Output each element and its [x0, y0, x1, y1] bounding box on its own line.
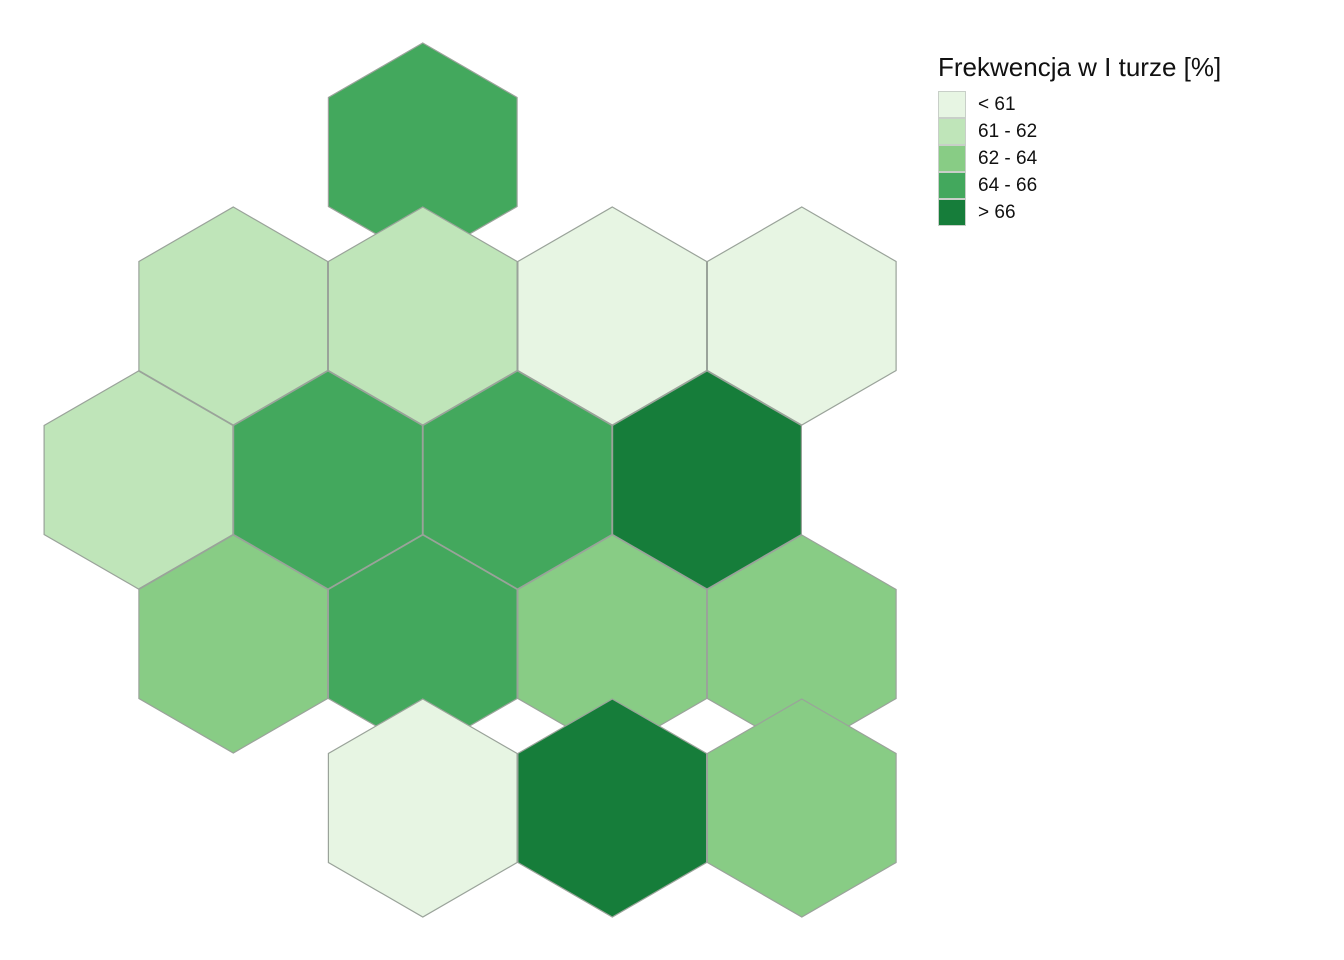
hex-region — [43, 370, 234, 590]
legend-swatch — [938, 91, 966, 118]
hex-tiles — [43, 42, 897, 918]
hex-region — [327, 698, 518, 918]
legend-swatch — [938, 118, 966, 145]
legend-item: > 66 — [938, 199, 1221, 226]
legend-label: 62 - 64 — [978, 147, 1038, 169]
hex-region — [706, 698, 897, 918]
hex-region — [517, 698, 708, 918]
legend-label: 64 - 66 — [978, 174, 1038, 196]
legend-items: < 61 61 - 62 62 - 64 64 - 66 > 66 — [938, 91, 1221, 226]
hex-region — [422, 370, 613, 590]
legend-label: 61 - 62 — [978, 120, 1038, 142]
legend-swatch — [938, 172, 966, 199]
hex-region — [138, 534, 329, 754]
hex-region — [233, 370, 423, 590]
legend-item: 61 - 62 — [938, 118, 1221, 145]
hex-region — [611, 370, 803, 590]
legend-title: Frekwencja w I turze [%] — [938, 52, 1222, 82]
legend-label: > 66 — [978, 201, 1016, 223]
legend-swatch — [938, 145, 966, 172]
legend-item: < 61 — [938, 91, 1221, 118]
legend-label: < 61 — [978, 93, 1016, 115]
hex-region — [706, 206, 897, 426]
legend-item: 62 - 64 — [938, 145, 1221, 172]
legend: Frekwencja w I turze [%] < 61 61 - 62 62… — [938, 52, 1221, 226]
legend-item: 64 - 66 — [938, 172, 1221, 199]
legend-swatch — [938, 199, 966, 226]
